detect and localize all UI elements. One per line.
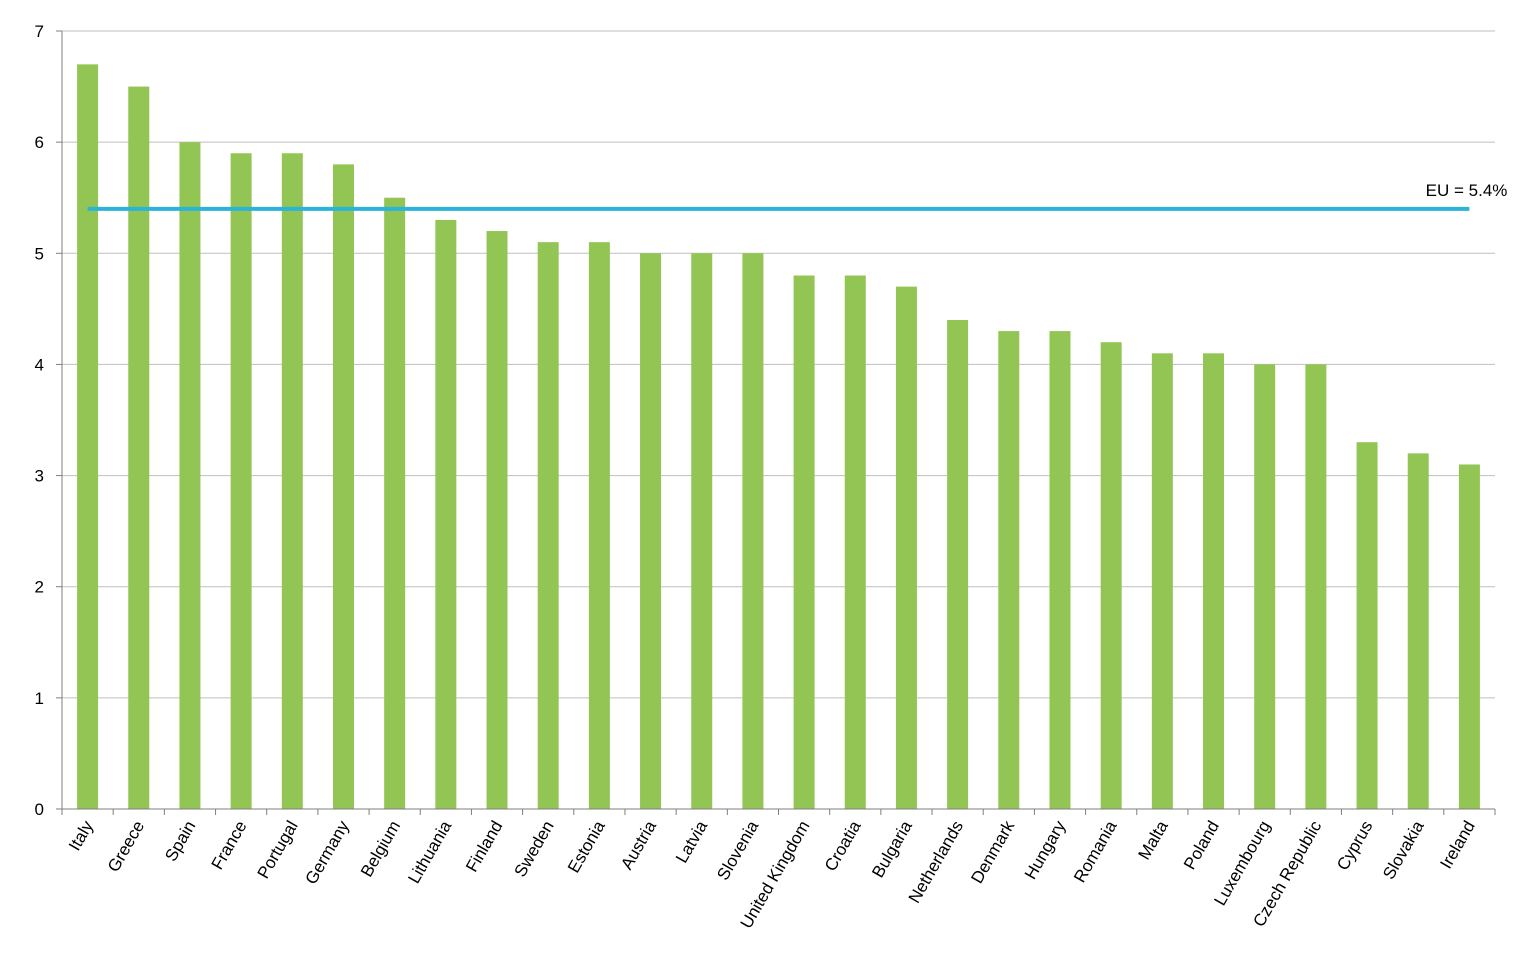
y-tick-label: 7 bbox=[35, 22, 44, 41]
y-tick-label: 6 bbox=[35, 133, 44, 152]
x-category-label: Slovakia bbox=[1379, 817, 1428, 883]
reference-line-group: EU = 5.4% bbox=[87, 181, 1508, 211]
x-category-label: Ireland bbox=[1436, 818, 1478, 873]
x-category-label: Latvia bbox=[672, 817, 711, 866]
bar-netherlands bbox=[947, 319, 969, 809]
axes bbox=[61, 31, 1495, 810]
bar-luxembourg bbox=[1254, 364, 1276, 809]
y-tick-label: 1 bbox=[35, 689, 44, 708]
bar-bulgaria bbox=[895, 286, 917, 810]
bar-malta bbox=[1151, 353, 1173, 809]
x-category-label: Lithuania bbox=[404, 817, 455, 887]
bar-estonia bbox=[588, 242, 610, 809]
bar-slovakia bbox=[1407, 453, 1429, 809]
x-category-label: Bulgaria bbox=[868, 817, 916, 881]
bar-france bbox=[230, 153, 252, 809]
bar-czech-republic bbox=[1305, 364, 1327, 809]
x-category-label: Italy bbox=[65, 817, 97, 854]
bar-germany bbox=[332, 164, 354, 809]
bars bbox=[77, 64, 1480, 810]
x-category-label: Poland bbox=[1180, 818, 1223, 873]
x-category-label: Germany bbox=[302, 817, 354, 887]
y-tick-label: 2 bbox=[35, 578, 44, 597]
x-category-label: Romania bbox=[1070, 817, 1121, 886]
y-axis: 0 1 2 3 4 5 6 7 bbox=[35, 22, 62, 819]
bar-cyprus bbox=[1356, 442, 1378, 809]
x-category-label: Greece bbox=[104, 818, 148, 876]
bar-denmark bbox=[998, 331, 1020, 809]
y-tick-label: 4 bbox=[35, 355, 44, 374]
bar-croatia bbox=[844, 275, 866, 809]
bar-slovenia bbox=[742, 253, 764, 810]
x-category-label: Slovenia bbox=[713, 817, 762, 883]
bar-sweden bbox=[537, 242, 559, 809]
x-category-label: Denmark bbox=[967, 817, 1018, 887]
x-category-label: Croatia bbox=[821, 817, 865, 874]
y-tick-label: 3 bbox=[35, 467, 44, 486]
bar-hungary bbox=[1049, 331, 1071, 809]
bar-austria bbox=[640, 253, 662, 810]
bar-belgium bbox=[384, 197, 406, 809]
bar-lithuania bbox=[435, 219, 457, 809]
x-category-label: Hungary bbox=[1021, 817, 1070, 883]
x-category-label: Estonia bbox=[564, 817, 609, 876]
bar-spain bbox=[179, 142, 201, 810]
x-axis: Italy Greece Spain France Portugal Germany Bel… bbox=[61, 809, 1496, 932]
y-tick-label: 0 bbox=[35, 800, 44, 819]
x-category-label: Malta bbox=[1135, 817, 1173, 863]
bar-latvia bbox=[691, 253, 713, 810]
bar-romania bbox=[1100, 342, 1122, 809]
x-category-label: Austria bbox=[617, 817, 660, 873]
bar-ireland bbox=[1458, 464, 1480, 809]
x-category-label: Spain bbox=[161, 818, 199, 865]
bar-italy bbox=[77, 64, 99, 810]
x-category-label: Cyprus bbox=[1333, 818, 1376, 874]
x-category-label: France bbox=[208, 818, 251, 873]
bar-united-kingdom bbox=[793, 275, 815, 809]
bar-finland bbox=[486, 231, 508, 810]
grid-lines bbox=[62, 30, 1495, 699]
bar-poland bbox=[1203, 353, 1225, 809]
x-category-label: Sweden bbox=[510, 818, 557, 881]
bar-portugal bbox=[281, 153, 303, 809]
eu-average-label: EU = 5.4% bbox=[1426, 181, 1508, 200]
x-category-label: Portugal bbox=[254, 818, 302, 882]
x-category-label: Finland bbox=[462, 818, 506, 876]
y-tick-label: 5 bbox=[35, 244, 44, 263]
x-category-label: Netherlands bbox=[905, 818, 967, 907]
bar-greece bbox=[128, 86, 150, 810]
x-category-label: Belgium bbox=[357, 818, 404, 881]
